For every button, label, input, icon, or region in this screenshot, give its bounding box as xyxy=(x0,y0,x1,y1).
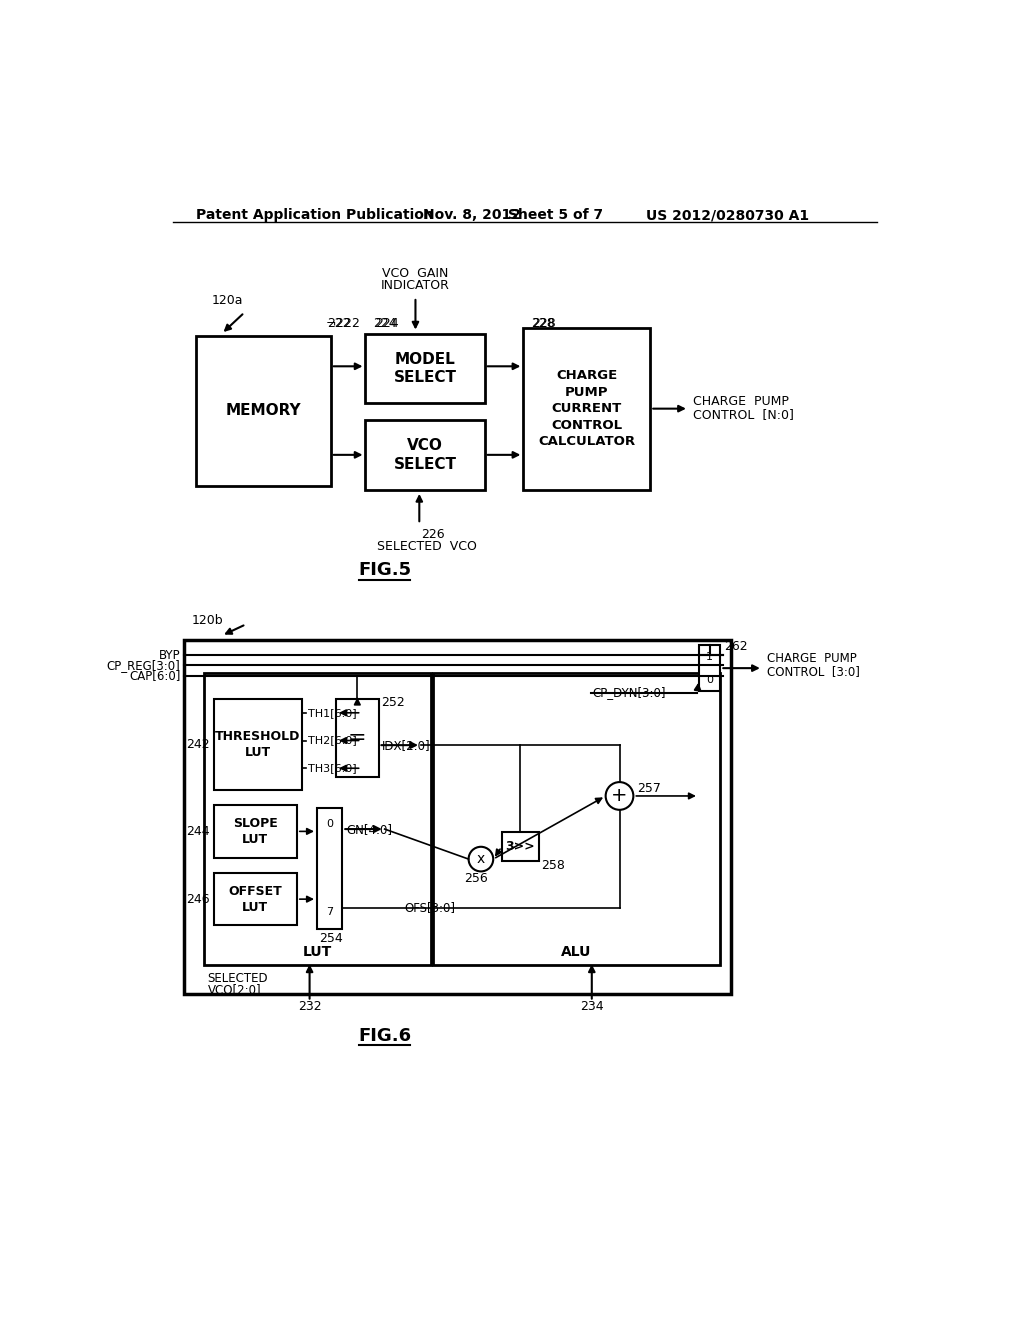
Text: 246: 246 xyxy=(186,892,210,906)
Bar xyxy=(433,673,720,965)
Text: SELECTED: SELECTED xyxy=(208,972,268,985)
Text: 258: 258 xyxy=(541,859,565,871)
Text: 228: 228 xyxy=(532,317,556,330)
Text: 228: 228 xyxy=(531,317,555,330)
Bar xyxy=(214,700,302,789)
Text: 120a: 120a xyxy=(211,294,243,308)
Text: CONTROL  [N:0]: CONTROL [N:0] xyxy=(692,408,794,421)
Text: ALU: ALU xyxy=(561,945,592,958)
Text: CHARGE  PUMP: CHARGE PUMP xyxy=(692,395,788,408)
Bar xyxy=(184,640,731,994)
Text: 224: 224 xyxy=(373,317,396,330)
Bar xyxy=(336,700,379,777)
Text: 222: 222 xyxy=(327,317,350,330)
Text: Patent Application Publication: Patent Application Publication xyxy=(196,209,434,223)
Text: FIG.6: FIG.6 xyxy=(358,1027,412,1045)
Text: SELECTED  VCO: SELECTED VCO xyxy=(377,540,477,553)
Text: 3>>: 3>> xyxy=(506,841,535,853)
Text: 224: 224 xyxy=(375,317,398,330)
Text: LUT: LUT xyxy=(303,945,332,958)
Text: OFS[3:0]: OFS[3:0] xyxy=(403,902,455,915)
Text: 234: 234 xyxy=(580,1001,603,1014)
Text: THRESHOLD
LUT: THRESHOLD LUT xyxy=(215,730,301,759)
Text: +: + xyxy=(611,787,628,805)
Bar xyxy=(366,420,484,490)
Text: 242: 242 xyxy=(186,738,210,751)
Text: 120b: 120b xyxy=(193,614,224,627)
Text: CHARGE  PUMP: CHARGE PUMP xyxy=(767,652,856,665)
Text: Nov. 8, 2012: Nov. 8, 2012 xyxy=(423,209,521,223)
Text: $\neg$222: $\neg$222 xyxy=(325,317,359,330)
Text: 232: 232 xyxy=(298,1001,322,1014)
Text: MODEL
SELECT: MODEL SELECT xyxy=(393,352,457,385)
Text: 244: 244 xyxy=(186,825,210,838)
Text: GN[4:0]: GN[4:0] xyxy=(346,822,392,836)
Text: CAP[6:0]: CAP[6:0] xyxy=(129,669,180,682)
Bar xyxy=(366,334,484,404)
Text: INDICATOR: INDICATOR xyxy=(381,279,450,292)
Text: 0: 0 xyxy=(326,820,333,829)
Text: CP_REG[3:0]: CP_REG[3:0] xyxy=(106,659,180,672)
Text: BYP: BYP xyxy=(159,648,180,661)
Bar xyxy=(698,645,720,692)
Text: OFFSET
LUT: OFFSET LUT xyxy=(228,884,283,913)
Bar xyxy=(316,808,342,929)
Text: TH1[6:0]: TH1[6:0] xyxy=(307,708,356,718)
Text: SLOPE
LUT: SLOPE LUT xyxy=(232,817,278,846)
Text: MEMORY: MEMORY xyxy=(225,403,301,418)
Text: 262: 262 xyxy=(724,640,748,653)
Text: TH3[6:0]: TH3[6:0] xyxy=(307,763,356,774)
Bar xyxy=(502,832,539,862)
Text: CP_DYN[3:0]: CP_DYN[3:0] xyxy=(593,686,666,700)
Text: 252: 252 xyxy=(381,696,404,709)
Text: x: x xyxy=(477,853,485,866)
Text: =: = xyxy=(348,729,367,748)
Bar xyxy=(196,335,331,486)
Text: US 2012/0280730 A1: US 2012/0280730 A1 xyxy=(646,209,810,223)
Text: 1: 1 xyxy=(707,652,713,661)
Text: 7: 7 xyxy=(326,907,333,917)
Text: CONTROL  [3:0]: CONTROL [3:0] xyxy=(767,665,859,678)
Text: 256: 256 xyxy=(464,871,487,884)
Text: 254: 254 xyxy=(319,932,343,945)
Text: FIG.5: FIG.5 xyxy=(358,561,412,579)
Text: Sheet 5 of 7: Sheet 5 of 7 xyxy=(508,209,603,223)
Text: IDX[2:0]: IDX[2:0] xyxy=(382,739,431,751)
Text: TH2[6:0]: TH2[6:0] xyxy=(307,735,356,746)
Text: CHARGE
PUMP
CURRENT
CONTROL
CALCULATOR: CHARGE PUMP CURRENT CONTROL CALCULATOR xyxy=(539,370,635,449)
Text: 0: 0 xyxy=(707,675,713,685)
Bar xyxy=(214,873,297,925)
Text: 257: 257 xyxy=(637,781,662,795)
Text: 226: 226 xyxy=(421,528,444,541)
Bar xyxy=(214,805,297,858)
Text: VCO
SELECT: VCO SELECT xyxy=(393,438,457,471)
Text: VCO  GAIN: VCO GAIN xyxy=(382,268,449,280)
Text: VCO[2:0]: VCO[2:0] xyxy=(208,983,261,997)
Bar xyxy=(204,673,431,965)
Bar xyxy=(523,327,650,490)
